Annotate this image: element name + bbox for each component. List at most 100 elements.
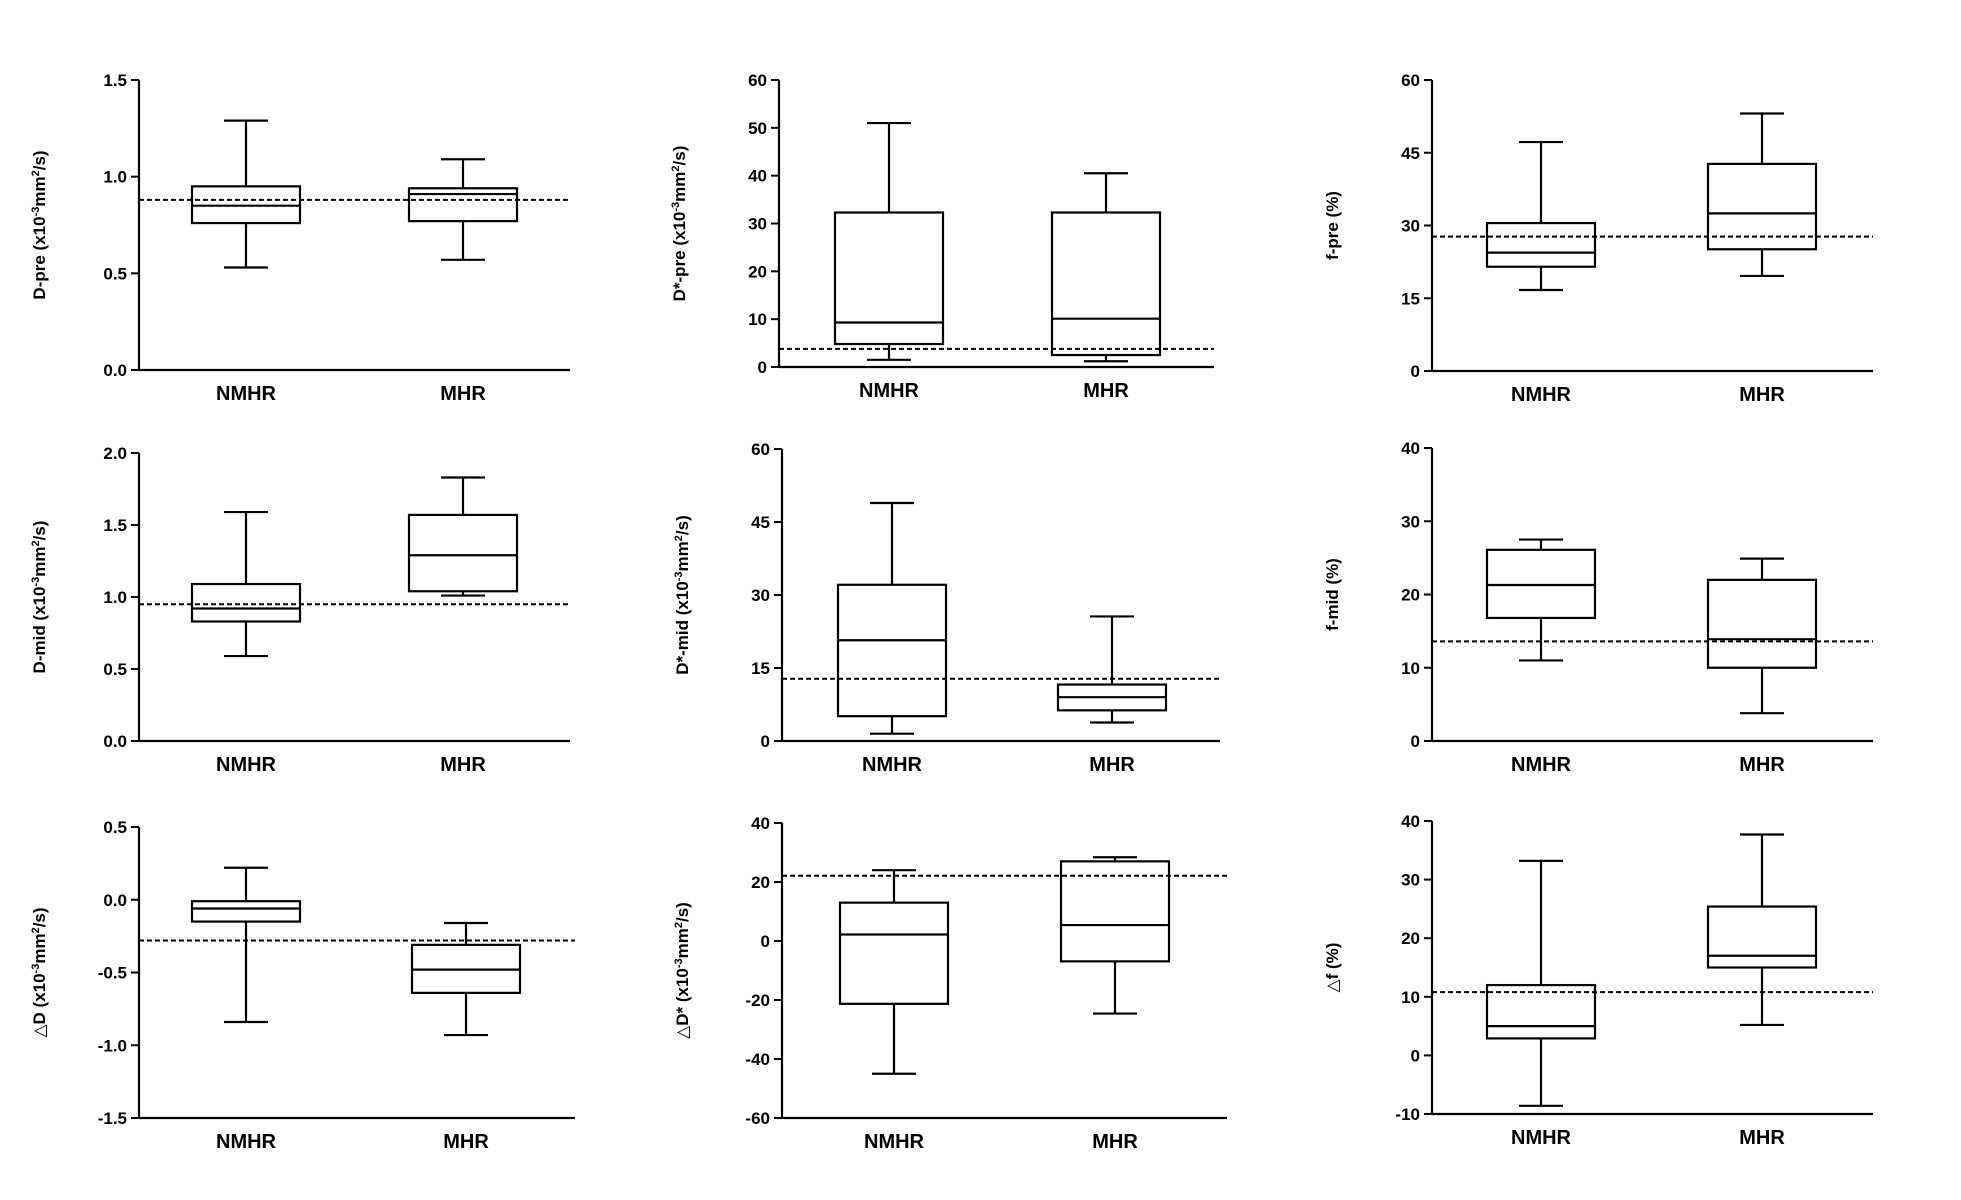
y-tick-label: 30 [748,215,767,234]
iqr-box [833,211,945,346]
y-tick-label: 0 [1411,1046,1420,1065]
boxplot-panel-8: -60 -40 -20 0 20 40 △D* (x10-3mm2/s) NMHR MHR [673,814,1227,1153]
y-tick-label: 40 [1401,812,1420,831]
y-tick-label: -1.5 [98,1109,127,1128]
y-tick-label: 40 [748,167,767,186]
y-tick-label: 1.0 [103,168,127,187]
boxplot-panel-1: 0.0 0.5 1.0 1.5 D-pre (x10-3mm2/s) NMHR MHR [30,71,570,405]
y-tick-label: 20 [1401,586,1420,605]
x-category-label: NMHR [864,1131,925,1153]
box-mhr [1056,615,1168,724]
iqr-box [190,900,302,923]
box-nmhr [838,869,950,1075]
box-nmhr [1485,859,1597,1107]
box-nmhr [190,119,302,269]
iqr-box [1050,211,1162,357]
x-category-label: MHR [1739,1127,1785,1149]
y-axis-label: D*-pre (x10-3mm2/s) [670,146,689,302]
y-tick-label: 10 [748,310,767,329]
y-tick-label: -10 [1395,1105,1420,1124]
y-tick-label: 30 [1401,871,1420,890]
y-tick-label: 0.5 [103,660,127,679]
box-mhr [1706,833,1818,1027]
y-tick-label: 50 [748,119,767,138]
y-tick-label: 0.5 [103,818,127,837]
x-category-label: NMHR [216,754,277,776]
x-category-label: NMHR [1511,754,1572,776]
y-tick-label: 45 [1401,144,1420,163]
box-nmhr [833,121,945,361]
y-tick-label: 45 [751,513,770,532]
y-axis-label: D-pre (x10-3mm2/s) [30,150,49,299]
y-tick-label: 1.0 [103,588,127,607]
y-tick-label: 30 [1401,217,1420,236]
y-axis-label: △f (%) [1323,943,1342,993]
y-axis-label: f-mid (%) [1323,558,1342,631]
iqr-box [836,583,948,718]
y-tick-label: 30 [751,586,770,605]
iqr-box [1706,578,1818,669]
box-mhr [1706,557,1818,715]
iqr-box [190,582,302,623]
x-category-label: MHR [1083,380,1129,402]
y-tick-label: 60 [748,71,767,90]
y-tick-label: 1.5 [103,516,127,535]
y-tick-label: 60 [1401,71,1420,90]
y-tick-label: 15 [751,659,770,678]
boxplot-panel-6: 0 10 20 30 40 f-mid (%) NMHR MHR [1323,439,1873,776]
boxplot-panel-3: 0 15 30 45 60 f-pre (%) NMHR MHR [1323,71,1873,406]
x-category-label: NMHR [859,380,920,402]
boxplot-panel-7: -1.5 -1.0 -0.5 0.0 0.5 △D (x10-3mm2/s) NMHR MHR [30,818,575,1153]
x-category-label: NMHR [1511,384,1572,406]
x-category-label: MHR [440,754,486,776]
y-tick-label: 0 [1411,732,1420,751]
x-category-label: NMHR [216,383,277,405]
x-category-label: MHR [1089,754,1135,776]
y-axis-label: D-mid (x10-3mm2/s) [30,521,49,674]
y-axis-label: f-pre (%) [1323,191,1342,260]
y-axis-label: △D* (x10-3mm2/s) [673,902,692,1039]
iqr-box [1059,860,1171,963]
y-tick-label: 10 [1401,659,1420,678]
box-mhr [407,476,519,597]
iqr-box [407,513,519,593]
x-category-label: MHR [1739,384,1785,406]
y-axis-label: D*-mid (x10-3mm2/s) [673,515,692,675]
y-tick-label: -1.0 [98,1036,127,1055]
box-nmhr [836,501,948,735]
box-mhr [407,158,519,261]
box-nmhr [1485,140,1597,292]
box-mhr [410,921,522,1037]
y-tick-label: 0.5 [103,264,127,283]
y-tick-label: 0 [761,932,770,951]
boxplot-panel-5: 0 15 30 45 60 D*-mid (x10-3mm2/s) NMHR MHR [673,440,1220,776]
iqr-box [838,901,950,1005]
y-tick-label: 20 [748,262,767,281]
y-tick-label: -60 [745,1109,770,1128]
y-tick-label: -20 [745,991,770,1010]
x-category-label: MHR [443,1131,489,1153]
boxplot-panel-4: 0.0 0.5 1.0 1.5 2.0 D-mid (x10-3mm2/s) NMHR MHR [30,444,570,776]
y-tick-label: 15 [1401,289,1420,308]
y-tick-label: 20 [1401,929,1420,948]
y-tick-label: 10 [1401,988,1420,1007]
y-tick-label: 20 [751,873,770,892]
boxplot-panel-9: -10 0 10 20 30 40 △f (%) NMHR MHR [1323,812,1873,1149]
x-category-label: MHR [1739,754,1785,776]
iqr-box [1485,221,1597,268]
y-tick-label: 60 [751,440,770,459]
x-category-label: MHR [440,383,486,405]
y-tick-label: 0 [1411,362,1420,381]
box-mhr [1059,856,1171,1015]
y-tick-label: 30 [1401,512,1420,531]
y-tick-label: 0 [758,358,767,377]
box-nmhr [190,510,302,658]
y-tick-label: 40 [751,814,770,833]
boxplot-panel-2: 0 10 20 30 40 50 60 D*-pre (x10-3mm2/s) NMHR MHR [670,71,1214,402]
box-nmhr [1485,538,1597,662]
y-tick-label: -0.5 [98,964,127,983]
y-tick-label: 40 [1401,439,1420,458]
y-tick-label: 0 [761,732,770,751]
x-category-label: NMHR [1511,1127,1572,1149]
